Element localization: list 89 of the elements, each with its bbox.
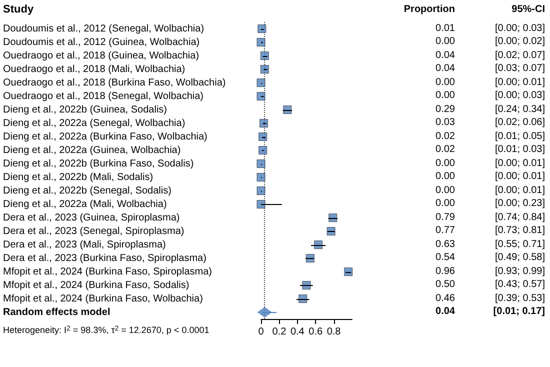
text: 0.02: [436, 130, 455, 143]
y-tick-label: Dieng et al., 2022b (Senegal, Sodalis): [3, 185, 172, 196]
text: 0.00: [436, 158, 455, 170]
point: [259, 119, 268, 128]
text: 0.00: [436, 198, 455, 210]
y-tick-label: Ouedraogo et al., 2018 (Burkina Faso, Wolbachia): [3, 77, 226, 88]
y-tick-label: Dieng et al., 2022b (Mali, Sodalis): [3, 172, 154, 183]
text: 0.29: [436, 104, 455, 116]
text: [0.93; 0.99]: [494, 266, 545, 278]
text: 0.04: [436, 306, 455, 318]
y-tick-label: Dera et al., 2023 (Guinea, Spiroplasma): [3, 212, 180, 224]
text: 0.04: [436, 63, 455, 76]
text: [0.00; 0.01]: [494, 171, 545, 184]
text: Proportion: [404, 4, 455, 16]
point: [256, 200, 266, 208]
text: 0.77: [436, 225, 455, 238]
y-tick-label: Dieng et al., 2022b (Guinea, Sodalis): [3, 104, 167, 116]
x-tick-label: 0.2: [272, 326, 287, 338]
x-tick-label: 0.8: [326, 326, 342, 338]
text: 0.00: [436, 171, 455, 184]
y-axis-title: Study: [3, 4, 34, 16]
point: [256, 92, 266, 100]
text: [0.74; 0.84]: [494, 212, 545, 224]
point: [256, 78, 266, 87]
y-tick-label: Mfopit et al., 2024 (Burkina Faso, Spiroplasma): [3, 266, 212, 278]
text: [0.00; 0.03]: [494, 90, 545, 102]
text: 0.79: [436, 212, 455, 224]
y-tick-label: Dieng et al., 2022b (Burkina Faso, Sodalis): [3, 158, 194, 170]
y-tick-label: Ouedraogo et al., 2018 (Guinea, Wolbachia): [3, 50, 200, 62]
y-tick-label: Dieng et al., 2022a (Senegal, Wolbachia): [3, 118, 186, 129]
y-tick-label: Doudoumis et al., 2012 (Guinea, Wolbachia): [3, 36, 200, 48]
y-tick-label: Dieng et al., 2022a (Mali, Wolbachia): [3, 198, 167, 210]
point: [258, 132, 268, 141]
text: 0.46: [436, 292, 455, 305]
y-tick-label: Ouedraogo et al., 2018 (Senegal, Wolbachia): [3, 90, 204, 102]
text: 0.00: [436, 36, 455, 48]
x-tick-label: 0: [258, 326, 264, 338]
text: [0.43; 0.57]: [494, 279, 545, 292]
text: 0.02: [436, 144, 455, 156]
y-tick-label: Dera et al., 2023 (Burkina Faso, Spiroplasma): [3, 252, 206, 264]
point: [256, 38, 266, 46]
text: 0.63: [436, 238, 455, 251]
text: [0.39; 0.53]: [494, 292, 545, 305]
text: [0.03; 0.07]: [494, 63, 545, 76]
text: [0.01; 0.17]: [493, 306, 545, 318]
point: [256, 186, 266, 195]
text: 0.96: [436, 266, 455, 278]
text: [0.02; 0.06]: [494, 117, 545, 130]
point: [344, 268, 353, 276]
text: 0.01: [436, 22, 455, 35]
text: [0.01; 0.05]: [494, 130, 545, 143]
y-tick-label: Random effects model: [3, 306, 110, 318]
text: 0.50: [436, 279, 455, 292]
point: [256, 160, 266, 168]
x-tick-label: 0.4: [290, 326, 305, 338]
text: [0.24; 0.34]: [494, 104, 545, 116]
point: [258, 24, 266, 33]
y-tick-label: Mfopit et al., 2024 (Burkina Faso, Sodalis): [3, 280, 190, 291]
text: [0.00; 0.23]: [494, 198, 545, 210]
text: 0.03: [436, 117, 455, 130]
text: [0.02; 0.07]: [494, 50, 545, 62]
text: [0.73; 0.81]: [494, 225, 545, 238]
point: [257, 307, 272, 318]
x-tick-label: 0.6: [308, 326, 323, 338]
y-tick-label: Dieng et al., 2022a (Guinea, Wolbachia): [3, 144, 181, 156]
point: [260, 52, 269, 60]
text: [0.01; 0.03]: [494, 144, 545, 156]
text: 0.54: [436, 252, 455, 264]
text: 0.00: [436, 76, 455, 89]
text: [0.00; 0.01]: [494, 184, 545, 197]
text: [0.00; 0.02]: [494, 36, 545, 48]
point: [260, 65, 269, 74]
point: [256, 173, 266, 182]
y-tick-label: Dera et al., 2023 (Senegal, Spiroplasma): [3, 226, 184, 237]
text: 95%-CI: [512, 4, 545, 16]
text: [0.49; 0.58]: [494, 252, 545, 264]
text: 0.04: [436, 50, 455, 62]
text: 0.00: [436, 90, 455, 102]
text: [0.00; 0.01]: [494, 158, 545, 170]
y-tick-label: Dera et al., 2023 (Mali, Spiroplasma): [3, 239, 166, 250]
text: [0.00; 0.01]: [494, 76, 545, 89]
text: 0.00: [436, 184, 455, 197]
y-tick-label: Mfopit et al., 2024 (Burkina Faso, Wolbachia): [3, 293, 203, 304]
y-tick-label: Doudoumis et al., 2012 (Senegal, Wolbachia): [3, 23, 204, 34]
y-tick-label: Dieng et al., 2022a (Burkina Faso, Wolbachia): [3, 131, 208, 142]
text: [0.55; 0.71]: [494, 238, 545, 251]
text: [0.00; 0.03]: [494, 22, 545, 35]
point: [258, 146, 268, 154]
y-tick-label: Ouedraogo et al., 2018 (Mali, Wolbachia): [3, 64, 186, 75]
